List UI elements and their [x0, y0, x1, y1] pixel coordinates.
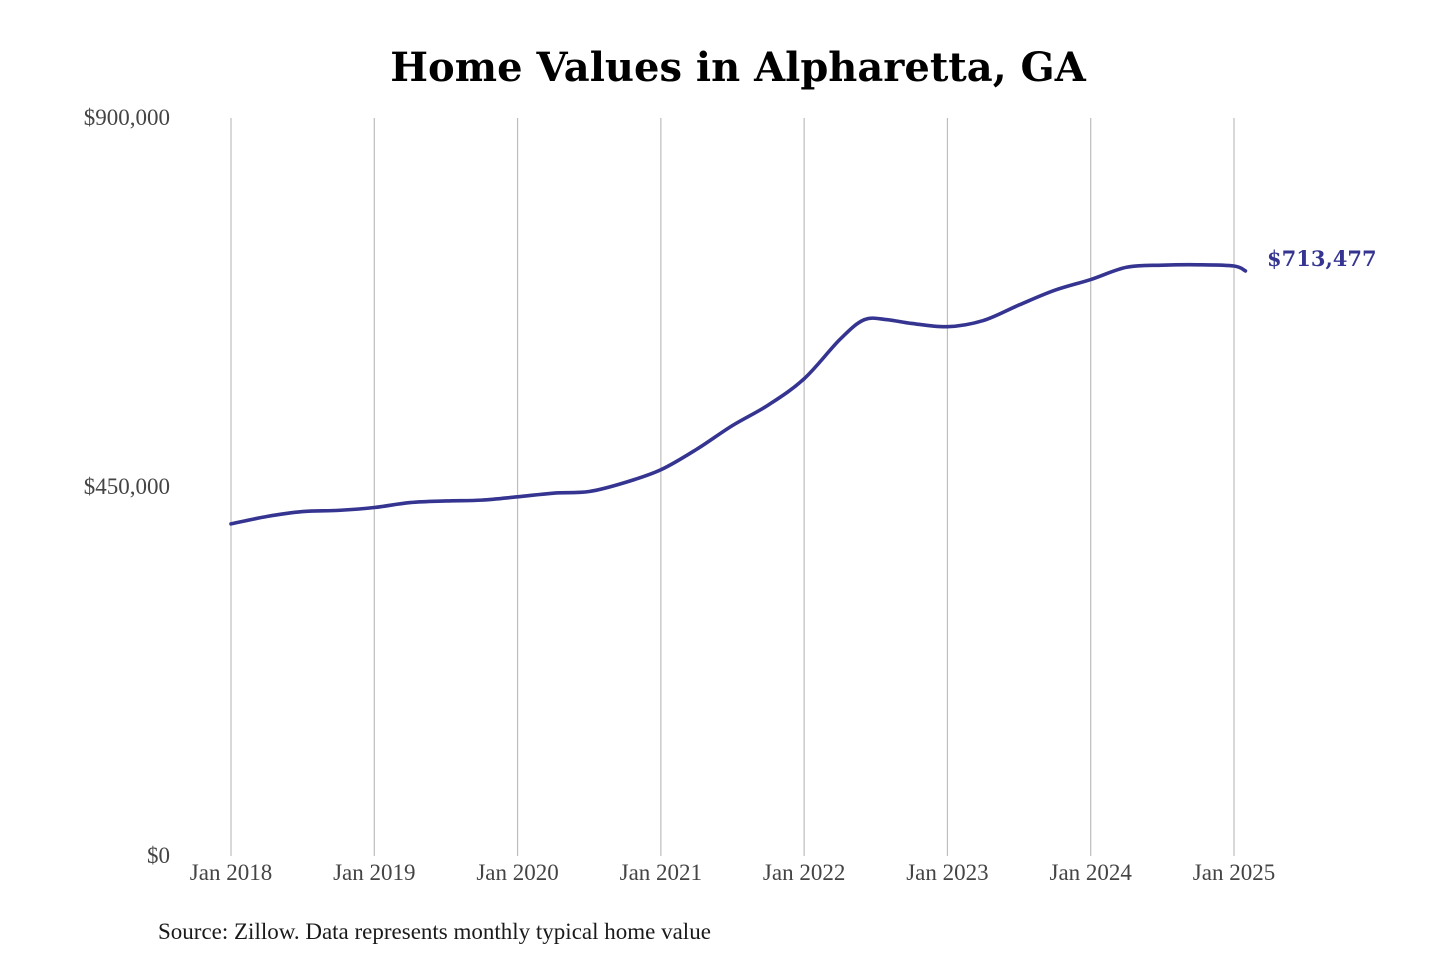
series-line-0	[229, 262, 1248, 526]
x-tick-label: Jan 2020	[476, 860, 558, 885]
x-tick-label: Jan 2018	[190, 860, 272, 885]
y-tick-label: $0	[147, 843, 170, 868]
x-tick-label: Jan 2025	[1193, 860, 1275, 885]
y-tick-label: $450,000	[84, 474, 170, 499]
x-tick-label: Jan 2024	[1050, 860, 1133, 885]
x-tick-label: Jan 2019	[333, 860, 415, 885]
source-note: Source: Zillow. Data represents monthly …	[158, 919, 711, 944]
end-value-label: $713,477	[1267, 246, 1377, 271]
x-tick-label: Jan 2023	[906, 860, 988, 885]
chart-title: Home Values in Alpharetta, GA	[390, 44, 1086, 91]
y-axis: $0 $450,000 $900,000	[84, 105, 170, 868]
grid	[230, 118, 1235, 856]
series	[229, 262, 1248, 526]
y-tick-label: $900,000	[84, 105, 170, 130]
x-tick-label: Jan 2021	[620, 860, 702, 885]
x-tick-label: Jan 2022	[763, 860, 845, 885]
x-axis: Jan 2018 Jan 2019 Jan 2020 Jan 2021 Jan 2022…	[190, 860, 1275, 885]
